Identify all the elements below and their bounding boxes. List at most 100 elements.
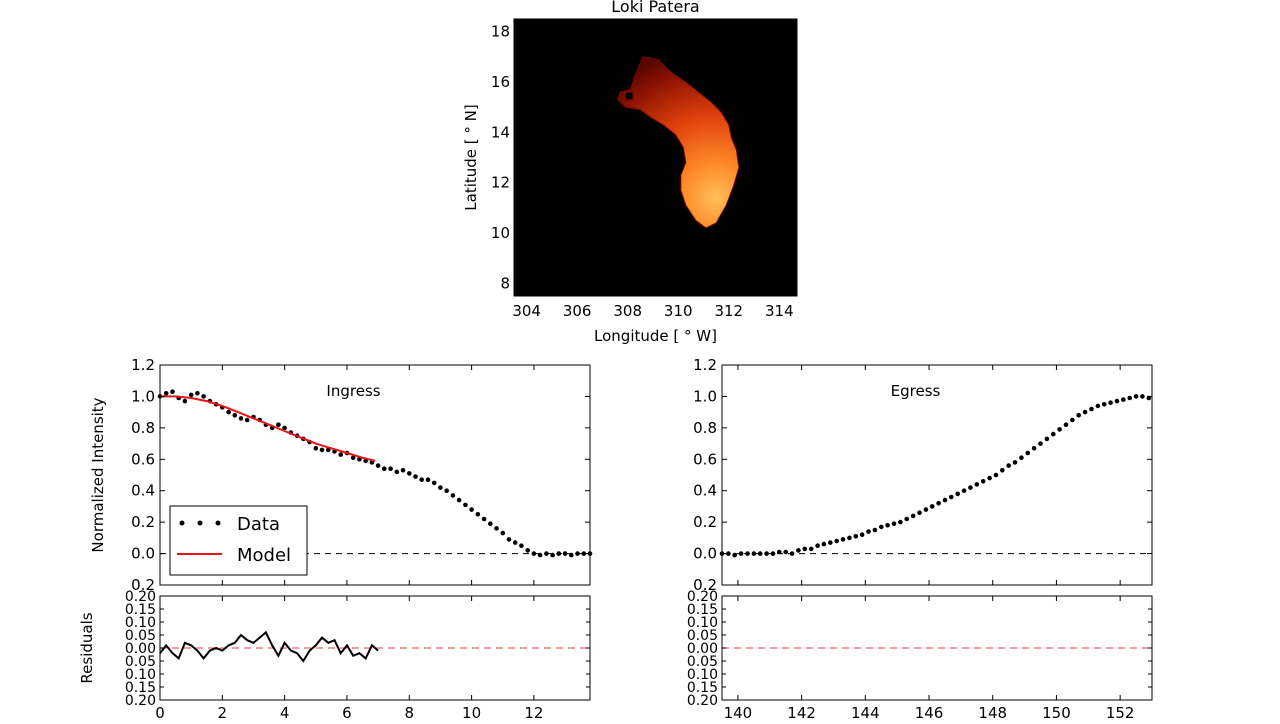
data-point [338,452,344,457]
data-point [1063,422,1069,428]
ytick-label: 0.2 [131,513,155,531]
data-point [456,497,462,503]
data-point [382,466,387,472]
residual-ytick-label: 0.15 [125,602,156,618]
data-point [431,480,437,486]
model-line [160,395,376,462]
map-xtick-label: 312 [714,302,743,320]
data-point [980,479,986,484]
data-point [195,391,200,396]
residual-y-axis-label: Residuals [78,612,96,683]
data-point [993,472,999,478]
xtick-label: 12 [524,704,543,720]
data-point [481,516,487,522]
data-point [808,546,814,552]
map-ytick-label: 10 [491,224,510,242]
data-point [1108,400,1113,406]
data-point [400,468,406,473]
data-point [1082,409,1088,415]
data-point [770,551,776,556]
data-point [282,425,287,431]
data-point [556,551,562,556]
xtick-label: 10 [462,704,481,720]
data-point [419,477,425,483]
data-point [1095,403,1101,409]
data-point [1051,431,1056,437]
data-point [802,546,808,552]
y-axis-label: Normalized Intensity [89,397,107,552]
residual-line [159,630,379,663]
residual-ytick-label: 0.05 [125,628,156,644]
data-point [853,534,859,539]
ytick-label: 0.8 [131,419,155,437]
data-point [182,398,188,404]
ytick-label: 0.2 [131,576,155,594]
map-ytick-label: 12 [491,174,510,192]
data-point [879,524,884,530]
ytick-label: 1.2 [693,356,717,374]
xtick-label: 144 [851,704,880,720]
data-point [929,504,935,509]
map-y-axis-label: Latitude [ ° N] [462,104,480,210]
data-point [872,527,878,533]
panel-title: Ingress [326,382,380,400]
data-point [1031,446,1037,451]
map-x-axis-label: Longitude [ ° W] [594,327,717,345]
residual-ytick-label: 0.10 [687,615,718,631]
lava-pit [624,91,634,101]
data-point [581,551,587,556]
data-point [847,535,852,541]
map-frame [513,18,798,297]
data-point [1000,468,1005,473]
data-point [1133,394,1139,399]
residual-ytick-label: 0.15 [687,602,718,618]
data-point [834,538,839,544]
data-point [313,446,319,451]
xtick-label: 4 [280,704,290,720]
data-point [1101,402,1107,407]
data-point [1127,395,1132,401]
ytick-label: 0.2 [693,576,717,594]
xtick-label: 0 [155,704,165,720]
data-point [745,551,750,556]
data-point [562,551,568,556]
ytick-label: 0.2 [693,513,717,531]
data-point [450,493,456,498]
data-point [936,501,941,506]
data-point [1114,398,1120,404]
map-ytick-label: 16 [491,73,510,91]
data-point [444,488,450,494]
lava-region [617,56,740,229]
xtick-label: 150 [1042,704,1071,720]
residual-ytick-label: 0.20 [687,693,718,709]
map-panel: 304 306 308 310 312 314 8 10 12 14 16 18 Loki Patera… [462,0,798,345]
xtick-label: 140 [724,704,753,720]
data-point [726,551,731,556]
data-point [319,447,325,453]
data-point [1019,455,1024,461]
data-point [413,474,418,479]
residual-ytick-label: 0.00 [687,641,718,657]
data-point [394,469,400,475]
data-point [987,475,992,481]
data-point [276,422,281,428]
main-axes-frame [159,364,591,586]
residual-ytick-label: 0.10 [125,615,156,631]
ytick-label: 0.4 [131,482,155,500]
data-point [961,488,967,494]
map-title: Loki Patera [611,0,699,16]
data-point [796,548,801,553]
map-ytick-label: 18 [491,23,510,41]
residual-ytick-label: 0.15 [125,680,156,696]
data-point [1070,417,1075,423]
map-xtick-label: 308 [613,302,642,320]
data-point [923,507,929,512]
data-point [469,507,474,512]
data-point [738,551,744,556]
ytick-label: 0.0 [693,545,717,563]
map-xtick-label: 310 [664,302,693,320]
data-point [891,521,897,526]
data-point [828,540,833,545]
data-point [375,463,381,468]
